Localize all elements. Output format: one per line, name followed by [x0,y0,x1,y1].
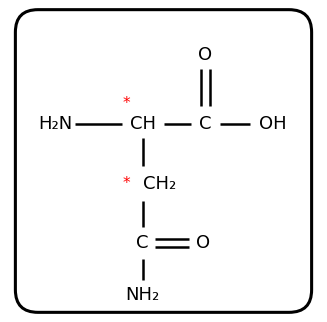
Text: *: * [123,176,130,191]
Text: H₂N: H₂N [39,115,73,133]
FancyBboxPatch shape [15,10,312,312]
Text: C: C [136,234,149,252]
Text: *: * [123,96,130,110]
Text: NH₂: NH₂ [126,286,160,304]
Text: O: O [196,234,210,252]
Text: O: O [198,46,213,64]
Text: CH₂: CH₂ [143,175,176,193]
Text: C: C [199,115,212,133]
Text: OH: OH [259,115,287,133]
Text: CH: CH [129,115,156,133]
